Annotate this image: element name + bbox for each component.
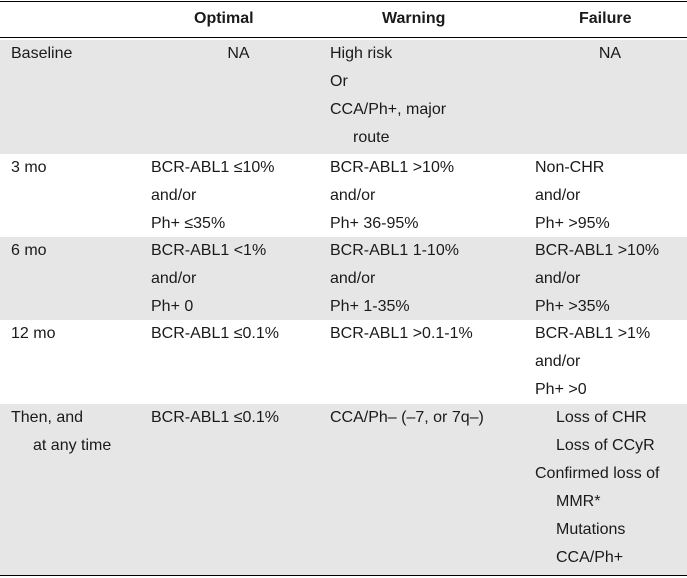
optimal-cell: BCR-ABL1 <1% and/or Ph+ 0 xyxy=(151,237,326,321)
failure-line: Loss of CHR xyxy=(556,409,647,426)
failure-cell: NA xyxy=(535,40,685,68)
failure-line: Non-CHR xyxy=(535,159,605,176)
optimal-line: and/or xyxy=(151,187,197,204)
row-label-line: 3 mo xyxy=(11,159,47,176)
failure-line: and/or xyxy=(535,187,581,204)
failure-line: Ph+ >0 xyxy=(535,381,587,398)
row-label: 6 mo xyxy=(11,237,146,265)
failure-cell: BCR-ABL1 >10% and/or Ph+ >35% xyxy=(535,237,685,321)
failure-cell: Non-CHR and/or Ph+ >95% xyxy=(535,154,685,238)
failure-line: BCR-ABL1 >1% xyxy=(535,325,651,342)
failure-cell: Loss of CHR Loss of CCyR Confirmed loss … xyxy=(535,404,685,572)
row-label-line: Then, and xyxy=(11,409,84,426)
optimal-cell: BCR-ABL1 ≤0.1% xyxy=(151,320,326,348)
failure-line: MMR* xyxy=(556,493,601,510)
failure-line: and/or xyxy=(535,353,581,370)
warning-line: Ph+ 36-95% xyxy=(330,215,419,232)
warning-line: and/or xyxy=(330,270,376,287)
row-label: 12 mo xyxy=(11,320,146,348)
optimal-cell: BCR-ABL1 ≤10% and/or Ph+ ≤35% xyxy=(151,154,326,238)
optimal-line: and/or xyxy=(151,270,197,287)
failure-line: NA xyxy=(598,45,622,62)
header-optimal: Optimal xyxy=(194,10,254,27)
table-header: Optimal Warning Failure xyxy=(0,2,687,37)
optimal-line: NA xyxy=(227,45,250,62)
failure-line: Loss of CCyR xyxy=(556,437,655,454)
table-row-6mo: 6 mo BCR-ABL1 <1% and/or Ph+ 0 BCR-ABL1 … xyxy=(0,237,687,320)
warning-line: BCR-ABL1 >10% xyxy=(330,159,455,176)
optimal-line: Ph+ 0 xyxy=(151,298,194,315)
optimal-line: BCR-ABL1 <1% xyxy=(151,242,267,259)
warning-line: CCA/Ph– (–7, or 7q–) xyxy=(330,409,484,426)
failure-cell: BCR-ABL1 >1% and/or Ph+ >0 xyxy=(535,320,685,404)
warning-cell: BCR-ABL1 >0.1-1% xyxy=(330,320,530,348)
table-row-3mo: 3 mo BCR-ABL1 ≤10% and/or Ph+ ≤35% BCR-A… xyxy=(0,154,687,237)
warning-line: Or xyxy=(330,73,348,90)
header-failure: Failure xyxy=(579,10,632,27)
warning-cell: BCR-ABL1 >10% and/or Ph+ 36-95% xyxy=(330,154,530,238)
warning-line: route xyxy=(353,129,390,146)
failure-line: Ph+ >35% xyxy=(535,298,610,315)
warning-line: CCA/Ph+, major xyxy=(330,101,447,118)
warning-line: BCR-ABL1 1-10% xyxy=(330,242,459,259)
row-label-line: Baseline xyxy=(11,45,73,62)
warning-line: and/or xyxy=(330,187,376,204)
failure-line: CCA/Ph+ xyxy=(556,549,624,566)
optimal-cell: NA xyxy=(151,40,326,68)
warning-line: BCR-ABL1 >0.1-1% xyxy=(330,325,473,342)
failure-line: and/or xyxy=(535,270,581,287)
row-label-line: 6 mo xyxy=(11,242,47,259)
warning-cell: High risk Or CCA/Ph+, major route xyxy=(330,40,530,152)
table-row-baseline: Baseline NA High risk Or CCA/Ph+, major … xyxy=(0,40,687,154)
optimal-line: BCR-ABL1 ≤0.1% xyxy=(151,325,279,342)
failure-line: Mutations xyxy=(556,521,626,538)
row-label-line: 12 mo xyxy=(11,325,56,342)
table-row-12mo: 12 mo BCR-ABL1 ≤0.1% BCR-ABL1 >0.1-1% BC… xyxy=(0,320,687,404)
table-top-rule xyxy=(0,1,687,2)
optimal-line: BCR-ABL1 ≤10% xyxy=(151,159,275,176)
optimal-cell: BCR-ABL1 ≤0.1% xyxy=(151,404,326,432)
failure-line: Confirmed loss of xyxy=(535,465,660,482)
optimal-line: BCR-ABL1 ≤0.1% xyxy=(151,409,279,426)
row-label: Baseline xyxy=(11,40,146,68)
warning-line: High risk xyxy=(330,45,393,62)
header-rule xyxy=(0,37,687,38)
failure-line: BCR-ABL1 >10% xyxy=(535,242,660,259)
table-bottom-rule xyxy=(0,575,687,576)
row-label: 3 mo xyxy=(11,154,146,182)
failure-line: Ph+ >95% xyxy=(535,215,610,232)
warning-cell: CCA/Ph– (–7, or 7q–) xyxy=(330,404,530,432)
table-row-any-time: Then, and at any time BCR-ABL1 ≤0.1% CCA… xyxy=(0,404,687,575)
optimal-line: Ph+ ≤35% xyxy=(151,215,226,232)
warning-cell: BCR-ABL1 1-10% and/or Ph+ 1-35% xyxy=(330,237,530,321)
row-label-line: at any time xyxy=(33,437,112,454)
warning-line: Ph+ 1-35% xyxy=(330,298,410,315)
header-warning: Warning xyxy=(382,10,446,27)
row-label: Then, and at any time xyxy=(11,404,146,460)
